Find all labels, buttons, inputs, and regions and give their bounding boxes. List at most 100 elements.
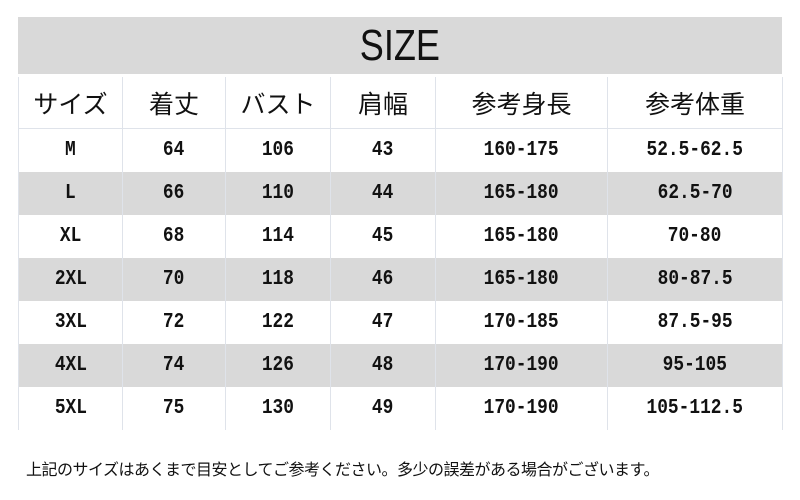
size-note: 上記のサイズはあくまで目安としてご参考ください。多少の誤差がある場合がございます… [26, 460, 659, 479]
cell-value: 95-105 [662, 354, 728, 377]
header-size: サイズ [18, 77, 123, 129]
cell-value: 4XL [54, 354, 87, 377]
cell-size: 5XL [18, 387, 123, 430]
cell-value: 62.5-70 [657, 182, 733, 205]
cell-value: 46 [372, 268, 394, 291]
cell-bust: 114 [225, 215, 331, 258]
header-weight: 参考体重 [607, 77, 783, 129]
header-bust: バスト [225, 77, 331, 129]
header-height: 参考身長 [435, 77, 608, 129]
cell-weight: 105-112.5 [607, 387, 783, 430]
cell-value: 165-180 [484, 225, 559, 248]
table-row: 3XL 72 122 47 170-185 87.5-95 [18, 301, 783, 344]
cell-value: 75 [163, 397, 185, 420]
table-row: M 64 106 43 160-175 52.5-62.5 [18, 128, 783, 172]
table-row: XL 68 114 45 165-180 70-80 [18, 215, 783, 258]
cell-shoulder: 46 [330, 258, 436, 301]
cell-value: 44 [372, 182, 394, 205]
cell-weight: 87.5-95 [607, 301, 783, 344]
cell-size: XL [18, 215, 123, 258]
cell-shoulder: 43 [330, 128, 436, 172]
cell-height: 170-190 [435, 344, 608, 387]
cell-value: 160-175 [484, 139, 559, 162]
table-row: 4XL 74 126 48 170-190 95-105 [18, 344, 783, 387]
cell-value: 2XL [54, 268, 87, 291]
cell-value: 87.5-95 [657, 311, 733, 334]
cell-value: 45 [372, 225, 394, 248]
cell-weight: 80-87.5 [607, 258, 783, 301]
cell-bust: 118 [225, 258, 331, 301]
cell-weight: 62.5-70 [607, 172, 783, 215]
cell-value: 72 [163, 311, 185, 334]
cell-value: 165-180 [484, 268, 559, 291]
cell-value: M [65, 139, 76, 162]
cell-shoulder: 47 [330, 301, 436, 344]
cell-value: 122 [261, 311, 295, 334]
cell-value: 5XL [54, 397, 87, 420]
cell-bust: 126 [225, 344, 331, 387]
cell-length: 74 [122, 344, 226, 387]
table-header-row: サイズ 着丈 バスト 肩幅 参考身長 参考体重 [18, 77, 783, 129]
cell-height: 170-190 [435, 387, 608, 430]
cell-bust: 130 [225, 387, 331, 430]
table-row: 2XL 70 118 46 165-180 80-87.5 [18, 258, 783, 301]
cell-size: M [18, 128, 123, 172]
cell-value: L [65, 182, 76, 205]
cell-shoulder: 45 [330, 215, 436, 258]
cell-shoulder: 44 [330, 172, 436, 215]
cell-value: 126 [261, 354, 295, 377]
cell-value: 64 [163, 139, 185, 162]
cell-length: 68 [122, 215, 226, 258]
cell-value: 170-190 [484, 397, 559, 420]
cell-value: 3XL [54, 311, 87, 334]
title-text: SIZE [359, 20, 441, 70]
cell-shoulder: 48 [330, 344, 436, 387]
cell-value: 70 [163, 268, 185, 291]
cell-value: 105-112.5 [646, 397, 744, 420]
cell-bust: 110 [225, 172, 331, 215]
cell-value: 68 [163, 225, 185, 248]
cell-value: XL [59, 225, 82, 248]
cell-height: 165-180 [435, 258, 608, 301]
cell-value: 165-180 [484, 182, 559, 205]
cell-value: 43 [372, 139, 394, 162]
size-table: サイズ 着丈 バスト 肩幅 参考身長 参考体重 M 64 106 43 160-175 5… [18, 77, 783, 430]
cell-length: 72 [122, 301, 226, 344]
cell-size: 3XL [18, 301, 123, 344]
size-chart-title: SIZE [18, 17, 782, 74]
cell-value: 66 [163, 182, 185, 205]
cell-value: 80-87.5 [657, 268, 733, 291]
header-shoulder: 肩幅 [330, 77, 436, 129]
cell-value: 106 [261, 139, 295, 162]
cell-height: 160-175 [435, 128, 608, 172]
cell-value: 130 [261, 397, 295, 420]
cell-height: 170-185 [435, 301, 608, 344]
cell-value: 170-190 [484, 354, 559, 377]
cell-bust: 122 [225, 301, 331, 344]
cell-size: L [18, 172, 123, 215]
cell-shoulder: 49 [330, 387, 436, 430]
cell-value: 49 [372, 397, 394, 420]
cell-value: 74 [163, 354, 185, 377]
cell-value: 114 [261, 225, 295, 248]
cell-value: 110 [261, 182, 295, 205]
cell-height: 165-180 [435, 172, 608, 215]
cell-size: 4XL [18, 344, 123, 387]
cell-length: 70 [122, 258, 226, 301]
cell-length: 66 [122, 172, 226, 215]
table-row: L 66 110 44 165-180 62.5-70 [18, 172, 783, 215]
cell-value: 47 [372, 311, 394, 334]
cell-weight: 95-105 [607, 344, 783, 387]
cell-height: 165-180 [435, 215, 608, 258]
cell-value: 70-80 [668, 225, 722, 248]
cell-weight: 70-80 [607, 215, 783, 258]
cell-weight: 52.5-62.5 [607, 128, 783, 172]
cell-value: 48 [372, 354, 394, 377]
cell-bust: 106 [225, 128, 331, 172]
cell-length: 75 [122, 387, 226, 430]
cell-length: 64 [122, 128, 226, 172]
cell-size: 2XL [18, 258, 123, 301]
cell-value: 170-185 [484, 311, 559, 334]
cell-value: 52.5-62.5 [646, 139, 744, 162]
header-length: 着丈 [122, 77, 226, 129]
